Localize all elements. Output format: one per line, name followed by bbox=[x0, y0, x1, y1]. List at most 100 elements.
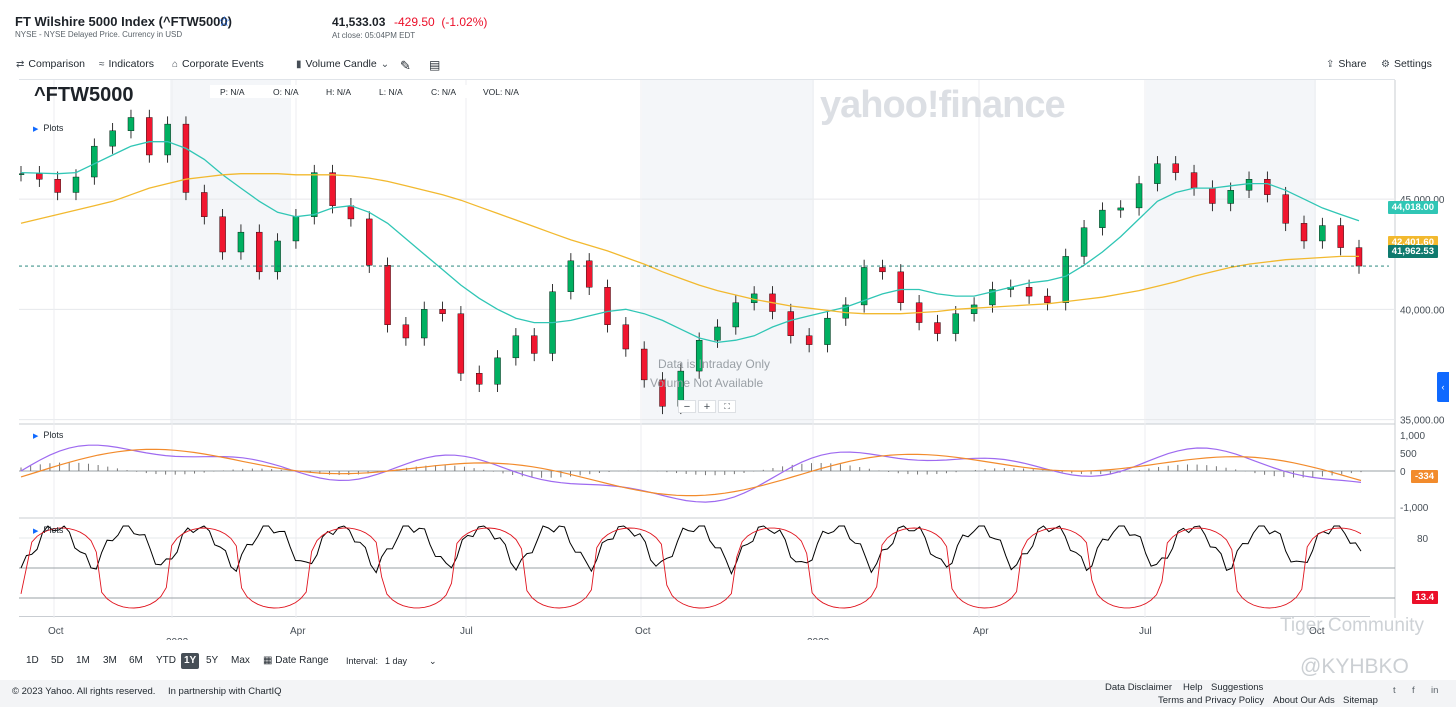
change-value: -429.50 bbox=[394, 15, 435, 29]
about-ads-link[interactable]: About Our Ads bbox=[1273, 695, 1335, 706]
calendar-icon: ▦ bbox=[263, 655, 273, 666]
candle bbox=[732, 302, 740, 328]
candle bbox=[1080, 227, 1088, 257]
candle bbox=[1025, 287, 1033, 297]
plots-toggle-stochastic[interactable]: Plots bbox=[33, 525, 63, 535]
range-ytd[interactable]: YTD bbox=[156, 655, 176, 666]
chart-area[interactable]: 45,000.00 40,000.00 35,000.00 Oct 2022 Apr Jul… bbox=[19, 79, 1445, 640]
range-5y[interactable]: 5Y bbox=[206, 655, 219, 666]
corporate-events-button[interactable]: ⌂ Corporate Events bbox=[172, 58, 264, 70]
candle bbox=[604, 287, 611, 325]
interval-select[interactable]: 1 day ⌄ bbox=[383, 653, 443, 669]
zoom-out-button[interactable]: − bbox=[678, 400, 696, 413]
candle bbox=[219, 216, 226, 253]
plots-toggle-macd[interactable]: Plots bbox=[33, 430, 63, 440]
candle bbox=[585, 260, 593, 288]
gear-icon: ⚙ bbox=[1381, 58, 1390, 70]
candle bbox=[494, 357, 501, 385]
range-1m[interactable]: 1M bbox=[76, 655, 90, 666]
candle bbox=[952, 313, 959, 334]
x-tick-label: Jul bbox=[1139, 626, 1152, 637]
candle bbox=[1264, 179, 1271, 195]
candle bbox=[1319, 225, 1326, 242]
range-3m[interactable]: 3M bbox=[103, 655, 117, 666]
candle bbox=[824, 317, 831, 345]
period-shade-2 bbox=[1146, 80, 1316, 424]
candle bbox=[347, 205, 355, 220]
candle bbox=[127, 117, 135, 131]
range-max[interactable]: Max bbox=[231, 655, 250, 666]
linkedin-icon[interactable]: in bbox=[1431, 685, 1439, 696]
candle bbox=[1172, 163, 1179, 173]
readout-o: O: N/A bbox=[273, 87, 299, 97]
candle bbox=[54, 179, 61, 193]
signal-line bbox=[20, 448, 1362, 497]
partnership: In partnership with ChartIQ bbox=[168, 686, 282, 697]
intraday-message: Data is Intraday Only bbox=[658, 357, 771, 371]
facebook-icon[interactable]: f bbox=[1412, 685, 1415, 696]
close-time: At close: 05:04PM EDT bbox=[332, 31, 416, 40]
date-range-button[interactable]: ▦ Date Range bbox=[261, 653, 331, 669]
candle bbox=[91, 145, 98, 178]
fullscreen-icon[interactable]: ⛶ bbox=[718, 400, 736, 413]
volume-candle-label: Volume Candle bbox=[305, 58, 377, 70]
indicators-label: Indicators bbox=[108, 58, 155, 70]
y-tick-label: 35,000.00 bbox=[1400, 416, 1445, 427]
period-shade-0 bbox=[170, 80, 291, 424]
table-icon[interactable]: ▤ bbox=[429, 58, 441, 72]
range-5d[interactable]: 5D bbox=[51, 655, 64, 666]
candle bbox=[695, 340, 703, 372]
share-icon: ⇪ bbox=[1326, 58, 1335, 70]
candle bbox=[567, 260, 575, 292]
candle bbox=[989, 289, 996, 306]
settings-label: Settings bbox=[1393, 58, 1432, 70]
y-tick-label: 40,000.00 bbox=[1400, 305, 1445, 316]
candle bbox=[421, 309, 428, 339]
indicators-button[interactable]: ≈ Indicators bbox=[99, 58, 154, 70]
comparison-icon: ⇄ bbox=[16, 58, 25, 70]
candle bbox=[512, 335, 520, 359]
settings-button[interactable]: ⚙ Settings bbox=[1381, 58, 1432, 70]
candle bbox=[402, 324, 410, 339]
range-1d[interactable]: 1D bbox=[26, 655, 39, 666]
candle bbox=[1117, 207, 1124, 211]
candle bbox=[640, 348, 648, 381]
twitter-icon[interactable]: t bbox=[1393, 685, 1396, 696]
share-button[interactable]: ⇪ Share bbox=[1326, 58, 1366, 70]
candle bbox=[182, 123, 190, 193]
comparison-button[interactable]: ⇄ Comparison bbox=[16, 58, 85, 70]
plots-toggle-price[interactable]: Plots bbox=[33, 123, 63, 133]
candle bbox=[476, 373, 483, 385]
comparison-label: Comparison bbox=[28, 58, 85, 70]
candle bbox=[1245, 179, 1253, 191]
draw-pencil-icon[interactable]: ✎ bbox=[400, 58, 411, 73]
share-label: Share bbox=[1338, 58, 1367, 70]
candle bbox=[109, 130, 116, 147]
volume-candle-select[interactable]: ▮ Volume Candle ⌄ bbox=[296, 58, 389, 70]
candle bbox=[1154, 163, 1161, 184]
last-price-badge: 41,962.53 bbox=[1387, 245, 1438, 258]
ma-short-badge: 44,018.00 bbox=[1387, 201, 1438, 214]
last-price: 41,533.03 bbox=[332, 15, 386, 29]
side-panel-toggle[interactable]: ‹ bbox=[1437, 372, 1449, 402]
readout-vol: VOL: N/A bbox=[483, 87, 519, 97]
data-disclaimer-link[interactable]: Data Disclaimer bbox=[1105, 682, 1173, 693]
terms-link[interactable]: Terms and Privacy Policy bbox=[1158, 695, 1265, 706]
change-pct: (-1.02%) bbox=[441, 15, 488, 29]
chart-svg[interactable]: 45,000.00 40,000.00 35,000.00 Oct 2022 Apr Jul… bbox=[19, 80, 1456, 640]
range-1y[interactable]: 1Y bbox=[181, 653, 200, 669]
macd-y-tick: -1,000 bbox=[1400, 503, 1429, 514]
zoom-in-button[interactable]: + bbox=[698, 400, 716, 413]
suggestions-link[interactable]: Suggestions bbox=[1211, 682, 1264, 693]
range-6m[interactable]: 6M bbox=[129, 655, 143, 666]
stoch-k-line bbox=[20, 525, 1362, 576]
candle bbox=[237, 231, 245, 253]
price-change: -429.50 (-1.02%) bbox=[394, 15, 487, 29]
sitemap-link[interactable]: Sitemap bbox=[1343, 695, 1378, 706]
star-icon[interactable]: ☆ bbox=[218, 13, 231, 29]
x-tick-label: Oct bbox=[48, 626, 64, 637]
help-link[interactable]: Help bbox=[1183, 682, 1203, 693]
readout-l: L: N/A bbox=[379, 87, 403, 97]
candle bbox=[292, 216, 300, 242]
interval-label: Interval: bbox=[346, 656, 379, 666]
